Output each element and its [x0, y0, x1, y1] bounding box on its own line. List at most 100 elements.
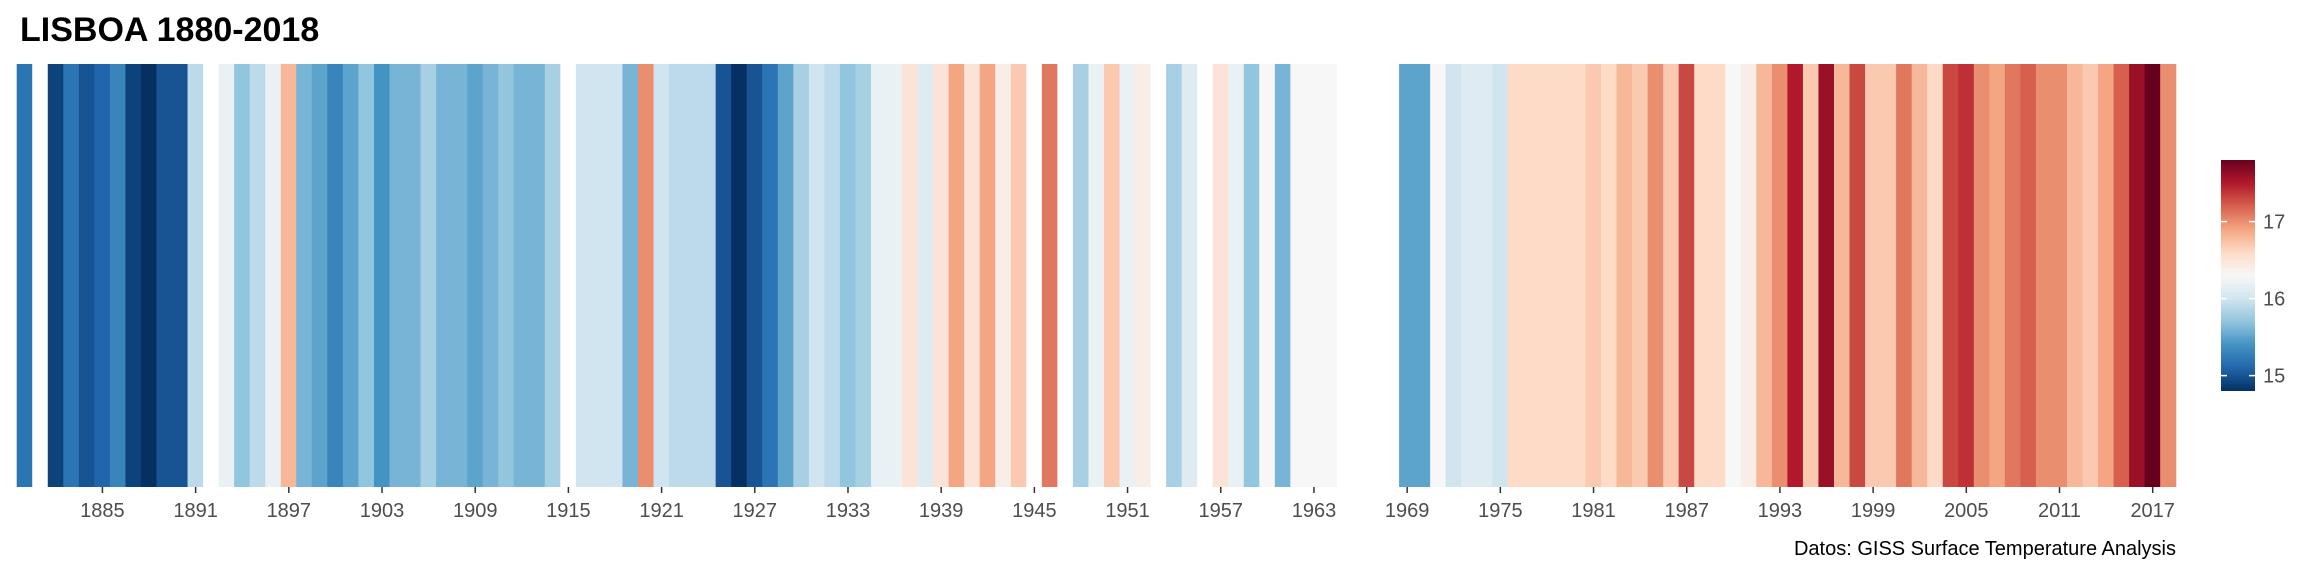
stripe-1985 [1647, 64, 1664, 487]
stripe-1986 [1663, 64, 1680, 487]
stripe-1897 [280, 64, 297, 487]
stripe-1913 [529, 64, 546, 487]
stripe-1999 [1865, 64, 1882, 487]
stripe-1979 [1554, 64, 1571, 487]
stripe-1996 [1818, 64, 1835, 487]
stripe-1924 [700, 64, 717, 487]
stripe-1941 [964, 64, 981, 487]
stripe-1928 [762, 64, 779, 487]
stripe-1880 [16, 64, 33, 487]
colorbar-label-15: 15 [2263, 366, 2285, 388]
stripe-1919 [622, 64, 639, 487]
stripe-1942 [979, 64, 996, 487]
stripe-1952 [1135, 64, 1152, 487]
stripe-1916 [575, 64, 592, 487]
x-tick-label-1951: 1951 [1105, 500, 1150, 522]
stripe-1960 [1259, 64, 1276, 487]
stripe-2015 [2113, 64, 2130, 487]
stripe-1959 [1243, 64, 1260, 487]
stripe-1892 [203, 64, 220, 487]
stripe-1908 [451, 64, 468, 487]
stripe-1990 [1725, 64, 1742, 487]
stripe-1991 [1740, 64, 1757, 487]
stripe-1918 [606, 64, 624, 487]
x-tick-label-1897: 1897 [267, 500, 312, 522]
stripe-1936 [886, 64, 903, 487]
stripe-1969 [1399, 64, 1416, 487]
stripe-1971 [1430, 64, 1447, 487]
x-tick-label-1945: 1945 [1012, 500, 1057, 522]
x-tick-label-1909: 1909 [453, 500, 498, 522]
stripe-1882 [47, 64, 64, 487]
stripe-1965 [1336, 64, 1354, 487]
stripe-1957 [1212, 64, 1229, 487]
stripe-1923 [684, 64, 701, 487]
stripe-1881 [32, 64, 49, 487]
stripe-2000 [1880, 64, 1897, 487]
stripe-1893 [218, 64, 235, 487]
stripe-1938 [917, 64, 934, 487]
x-tick-label-1963: 1963 [1292, 500, 1337, 522]
stripe-1988 [1694, 64, 1711, 487]
x-tick-label-1987: 1987 [1664, 500, 1709, 522]
x-tick-label-1915: 1915 [546, 500, 591, 522]
x-tick-label-2011: 2011 [2038, 500, 2081, 522]
stripe-1958 [1228, 64, 1245, 487]
stripe-1944 [1010, 64, 1027, 487]
stripe-1984 [1632, 64, 1649, 487]
stripe-1968 [1383, 64, 1400, 487]
stripe-1927 [746, 64, 763, 487]
stripe-1981 [1585, 64, 1602, 487]
stripe-1891 [187, 64, 204, 487]
x-tick-label-1957: 1957 [1199, 500, 1244, 522]
stripe-1940 [948, 64, 965, 487]
stripe-1912 [513, 64, 530, 487]
stripe-1980 [1569, 64, 1587, 487]
stripe-1962 [1290, 64, 1307, 487]
stripe-1989 [1709, 64, 1726, 487]
colorbar-label-16: 16 [2263, 289, 2285, 311]
stripe-1972 [1445, 64, 1462, 487]
x-tick-label-1927: 1927 [733, 500, 778, 522]
stripe-1888 [140, 64, 158, 487]
stripe-1948 [1072, 64, 1090, 487]
stripe-1930 [793, 64, 810, 487]
chart-title: LISBOA 1880-2018 [20, 11, 320, 49]
x-tick-label-1921: 1921 [639, 500, 684, 522]
stripe-1937 [902, 64, 919, 487]
stripe-1966 [1352, 64, 1369, 487]
stripe-1905 [405, 64, 422, 487]
stripe-1895 [249, 64, 266, 487]
stripe-2009 [2020, 64, 2037, 487]
stripe-1886 [109, 64, 127, 487]
stripe-2013 [2082, 64, 2099, 487]
stripe-1894 [234, 64, 251, 487]
stripe-2004 [1942, 64, 1959, 487]
stripe-1939 [933, 64, 950, 487]
stripe-1964 [1321, 64, 1338, 487]
stripe-2010 [2035, 64, 2053, 487]
colorbar: 15 16 17 [2221, 160, 2285, 391]
stripe-2018 [2160, 64, 2177, 487]
stripe-1907 [436, 64, 453, 487]
stripe-1932 [824, 64, 841, 487]
stripe-1974 [1476, 64, 1493, 487]
stripe-1970 [1414, 64, 1431, 487]
stripe-1954 [1166, 64, 1183, 487]
stripe-2007 [1989, 64, 2006, 487]
stripe-1898 [296, 64, 313, 487]
stripe-1983 [1616, 64, 1633, 487]
x-tick-label-2005: 2005 [1944, 500, 1989, 522]
data-source-caption: Datos: GISS Surface Temperature Analysis [1793, 538, 2176, 560]
stripe-1901 [342, 64, 360, 487]
stripe-1982 [1601, 64, 1618, 487]
x-tick-label-1903: 1903 [360, 500, 405, 522]
stripe-1963 [1305, 64, 1323, 487]
stripe-2011 [2051, 64, 2068, 487]
stripe-1995 [1802, 64, 1820, 487]
x-tick-label-1891: 1891 [173, 500, 218, 522]
stripe-2001 [1896, 64, 1913, 487]
stripe-1935 [870, 64, 888, 487]
stripe-1994 [1787, 64, 1804, 487]
